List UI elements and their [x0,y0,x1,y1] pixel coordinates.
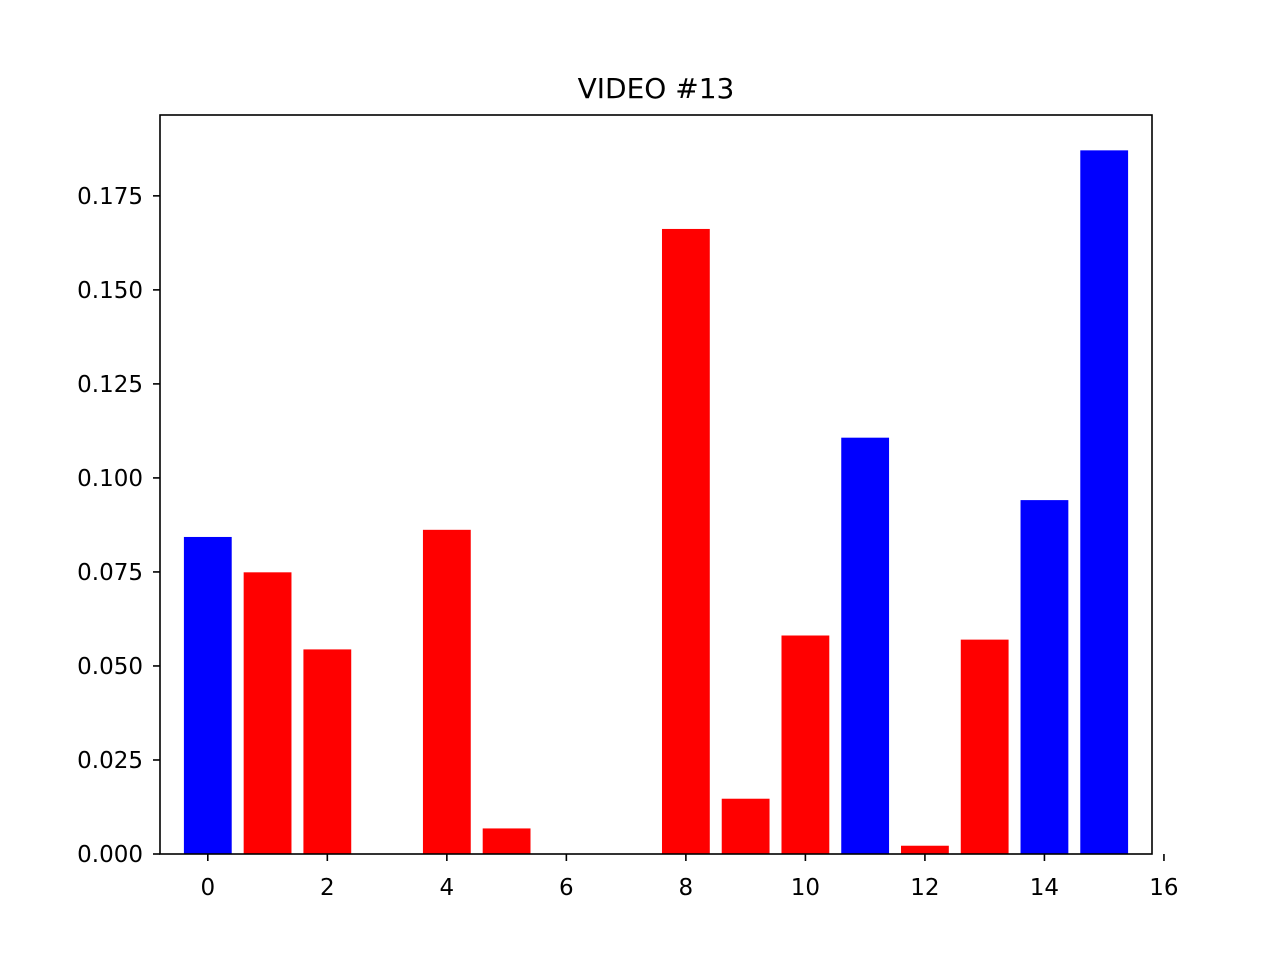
bar-1 [243,572,292,854]
x-tick-label: 12 [910,875,939,901]
y-tick-label: 0.125 [77,372,143,398]
bar-0 [183,536,232,854]
bar-11 [841,437,890,854]
plot-area-frame [159,114,1153,855]
x-tick-label: 16 [1149,875,1178,901]
bar-13 [960,639,1009,854]
x-tick-label: 14 [1030,875,1059,901]
bars-group [183,150,1129,855]
x-tick-label: 8 [679,875,694,901]
chart-title: VIDEO #13 [578,72,735,105]
y-tick-label: 0.150 [77,278,143,304]
y-tick-label: 0.000 [77,842,143,868]
x-tick-label: 2 [320,875,335,901]
bar-12 [901,845,949,854]
bar-14 [1020,500,1069,854]
bar-15 [1080,150,1129,855]
bar-5 [482,828,531,854]
y-tick-label: 0.075 [77,560,143,586]
bar-2 [303,649,352,854]
bar-9 [721,798,770,854]
y-axis-ticks: 0.000 0.025 0.050 0.075 0.100 0.125 0.150 0.175 [77,184,160,868]
y-tick-label: 0.025 [77,748,143,774]
y-tick-label: 0.100 [77,466,143,492]
x-tick-label: 10 [791,875,820,901]
bar-8 [661,228,710,854]
bar-10 [781,635,830,854]
x-tick-label: 6 [559,875,574,901]
y-tick-label: 0.050 [77,654,143,680]
x-tick-label: 0 [200,875,215,901]
y-tick-label: 0.175 [77,184,143,210]
x-axis-ticks: 0 2 4 6 8 10 12 14 16 [200,854,1179,901]
x-tick-label: 4 [440,875,455,901]
bar-4 [422,529,471,854]
